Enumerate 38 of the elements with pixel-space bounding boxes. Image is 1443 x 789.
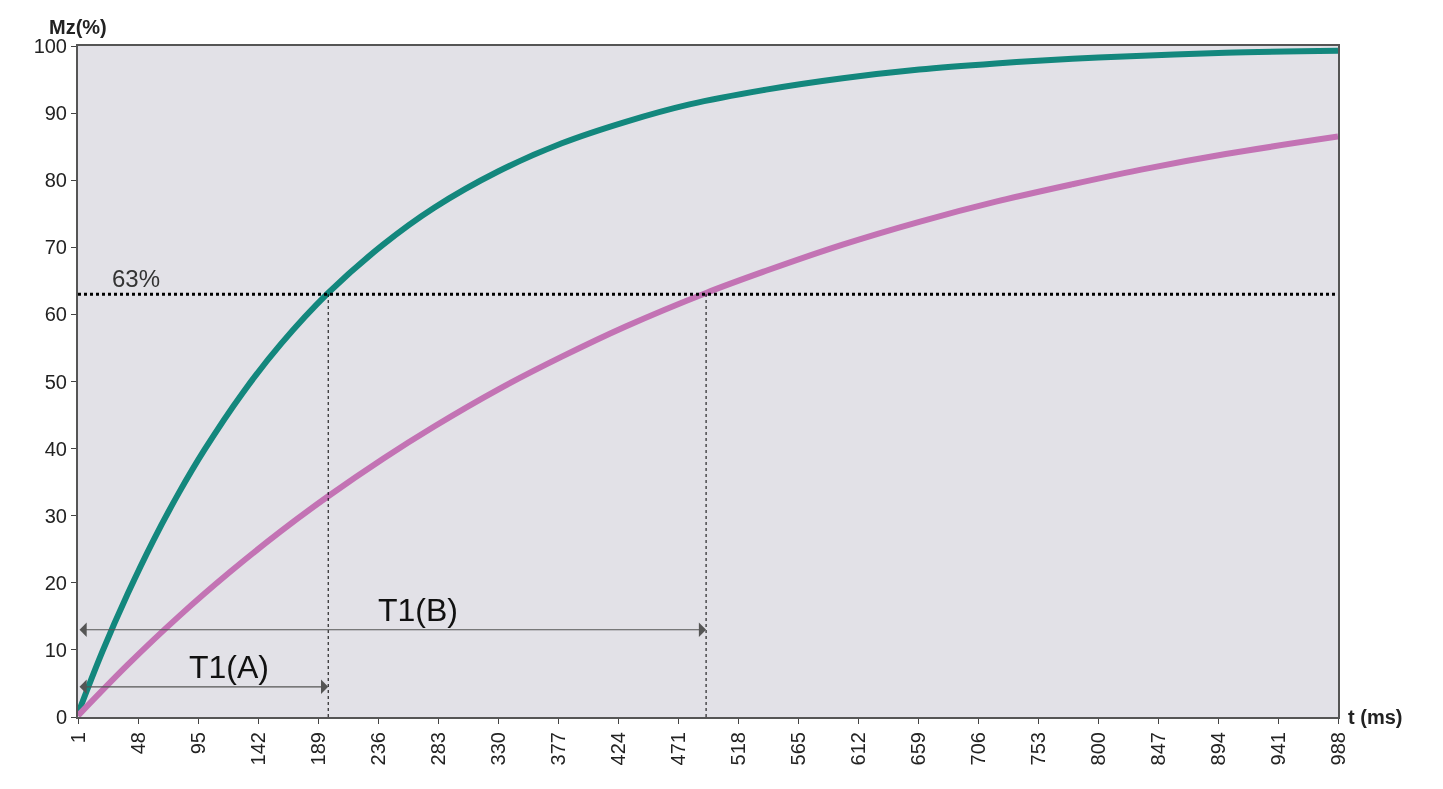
x-tick-label: 1: [66, 732, 89, 744]
y-tick-label: 20: [44, 571, 67, 594]
x-tick-label: 894: [1206, 732, 1229, 766]
x-tick-label: 612: [846, 732, 869, 766]
x-tick-label: 941: [1266, 732, 1289, 766]
x-tick-label: 800: [1086, 732, 1109, 766]
x-tick-label: 95: [186, 732, 209, 755]
x-tick-label: 283: [426, 732, 449, 766]
y-tick-label: 40: [44, 437, 67, 460]
x-tick-label: 753: [1026, 732, 1049, 766]
y-tick-label: 10: [44, 638, 67, 661]
y-tick-label: 0: [55, 706, 67, 728]
x-tick-label: 706: [966, 732, 989, 766]
y-tick-label: 90: [44, 102, 67, 125]
annotation: T1(A): [189, 649, 269, 685]
x-tick-label: 988: [1326, 732, 1349, 766]
x-tick-label: 518: [726, 732, 749, 766]
x-tick-label: 377: [546, 732, 569, 766]
x-tick-label: 189: [306, 732, 329, 766]
y-axis-title: Mz(%): [49, 16, 107, 38]
x-tick-label: 424: [606, 732, 629, 766]
x-axis-title: t (ms): [1348, 706, 1403, 728]
x-tick-label: 471: [666, 732, 689, 766]
y-tick-label: 70: [44, 236, 67, 259]
y-tick-label: 60: [44, 303, 67, 326]
x-tick-label: 330: [486, 732, 509, 766]
x-tick-label: 48: [126, 732, 149, 755]
annotation: T1(B): [378, 592, 458, 628]
x-tick-label: 236: [366, 732, 389, 766]
y-tick-label: 80: [44, 169, 67, 192]
x-tick-label: 847: [1146, 732, 1169, 766]
x-tick-label: 659: [906, 732, 929, 766]
y-tick-label: 100: [33, 35, 67, 57]
x-tick-label: 142: [246, 732, 269, 766]
y-tick-label: 50: [44, 370, 67, 393]
y-tick-label: 30: [44, 504, 67, 527]
x-tick-label: 565: [786, 732, 809, 766]
ref-line-label: 63%: [112, 265, 161, 292]
